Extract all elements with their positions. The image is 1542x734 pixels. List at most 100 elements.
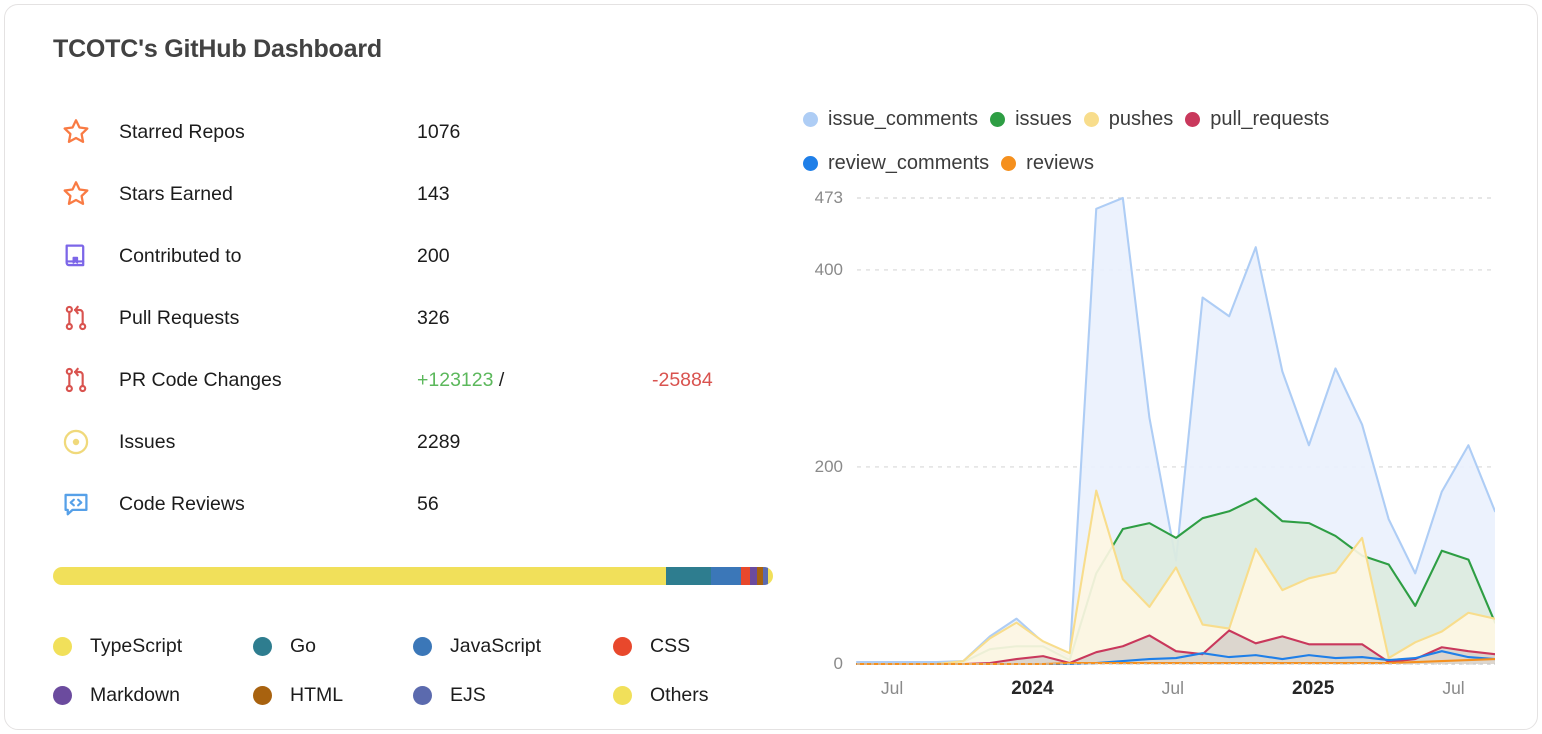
chart-legend-item: review_comments — [803, 141, 1001, 185]
x-axis-tick-label: 2025 — [1292, 678, 1335, 699]
x-axis-tick-label: Jul — [1442, 678, 1465, 698]
language-legend: TypeScript Go JavaScript CSS Markdown HTML EJS… — [53, 631, 783, 710]
stat-label: PR Code Changes — [119, 368, 282, 391]
stat-label: Starred Repos — [119, 120, 245, 143]
language-color-dot — [53, 685, 72, 705]
language-legend-item: TypeScript — [53, 631, 253, 661]
series-color-dot — [1083, 111, 1099, 127]
additions-value: +123123 — [417, 368, 494, 391]
series-name: issue_comments — [828, 107, 979, 130]
page-title: TCOTC's GitHub Dashboard — [53, 35, 382, 63]
language-bar-segment — [762, 567, 769, 585]
series-color-dot — [1001, 155, 1017, 171]
language-bar — [53, 567, 773, 585]
stat-value: +123123 / -25884 — [417, 368, 713, 392]
series-name: review_comments — [828, 151, 990, 174]
language-legend-item: Go — [253, 631, 413, 661]
x-axis-tick-label: Jul — [880, 678, 904, 698]
language-bar-segment — [768, 567, 773, 585]
stat-value: 326 — [417, 306, 450, 329]
language-bar-segment — [756, 567, 763, 585]
stat-row: Code Reviews 56 — [53, 473, 773, 535]
language-legend-item: HTML — [253, 680, 413, 710]
star-icon — [59, 115, 93, 149]
language-bar-segment — [741, 567, 751, 585]
series-color-dot — [1185, 111, 1201, 127]
stat-row: Pull Requests 326 — [53, 287, 773, 349]
language-color-dot — [413, 636, 432, 656]
chart-legend-item: pull_requests — [1185, 97, 1341, 141]
pull-request-icon — [59, 301, 93, 335]
series-color-dot — [803, 155, 818, 171]
x-axis-tick-label: 2024 — [1011, 678, 1054, 699]
language-name: CSS — [650, 634, 691, 657]
language-color-dot — [613, 685, 632, 705]
issue-icon — [59, 425, 93, 459]
stat-row: Contributed to 200 — [53, 225, 773, 287]
stats-list: Starred Repos 1076 Stars Earned 143 Contribu… — [53, 101, 773, 535]
stat-label: Issues — [119, 430, 176, 453]
y-axis-labels: 473 400 200 0 — [795, 188, 1495, 690]
language-bar-segment — [711, 567, 742, 585]
series-name: pull_requests — [1210, 107, 1330, 130]
language-legend-item: Markdown — [53, 680, 253, 710]
language-color-dot — [253, 685, 272, 705]
series-area — [857, 630, 1495, 664]
language-name: HTML — [290, 683, 344, 706]
language-name: Others — [650, 683, 709, 706]
language-legend-item: CSS — [613, 631, 773, 661]
stat-label: Pull Requests — [119, 306, 240, 329]
stat-label: Code Reviews — [119, 492, 245, 515]
language-legend-item: Others — [613, 680, 773, 710]
chart-legend-item: pushes — [1083, 97, 1186, 141]
series-name: pushes — [1108, 107, 1174, 130]
code-review-icon — [59, 487, 93, 521]
chart-plot-area: 473 400 200 0 Jul 2024 Jul 2025 Jul — [795, 188, 1495, 699]
stat-row: PR Code Changes +123123 / -25884 — [53, 349, 773, 411]
language-name: Markdown — [90, 683, 180, 706]
chart-svg — [855, 196, 1495, 666]
chart-legend-item: issues — [990, 97, 1084, 141]
stat-value: 143 — [417, 182, 450, 205]
series-area — [857, 490, 1495, 664]
language-color-dot — [413, 685, 432, 705]
y-axis-tick-label: 473 — [814, 188, 843, 207]
language-name: EJS — [450, 683, 486, 706]
chart-legend-item: issue_comments — [803, 97, 990, 141]
stat-label: Contributed to — [119, 244, 242, 267]
star-icon — [59, 177, 93, 211]
stat-row: Starred Repos 1076 — [53, 101, 773, 163]
stat-row: Issues 2289 — [53, 411, 773, 473]
language-name: TypeScript — [90, 634, 183, 657]
stat-value: 200 — [417, 244, 450, 267]
stat-label: Stars Earned — [119, 182, 233, 205]
language-color-dot — [613, 636, 632, 656]
dashboard-card: TCOTC's GitHub Dashboard Starred Repos 10… — [4, 4, 1538, 730]
language-bar-segment — [665, 567, 712, 585]
series-color-dot — [803, 111, 818, 127]
language-color-dot — [253, 636, 272, 656]
language-legend-item: JavaScript — [413, 631, 613, 661]
stat-value: 1076 — [417, 120, 461, 143]
language-legend-item: EJS — [413, 680, 613, 710]
series-color-dot — [990, 111, 1006, 127]
chart-legend-item: reviews — [1001, 141, 1106, 185]
series-name: issues — [1015, 107, 1072, 130]
x-axis-tick-label: Jul — [1161, 678, 1184, 698]
x-axis-labels: Jul 2024 Jul 2025 Jul — [795, 678, 1495, 718]
y-axis-tick-label: 200 — [814, 456, 843, 476]
pull-request-icon — [59, 363, 93, 397]
language-color-dot — [53, 636, 72, 656]
language-name: Go — [290, 634, 317, 657]
y-axis-tick-label: 0 — [833, 654, 843, 673]
y-axis-tick-label: 400 — [814, 259, 843, 279]
language-name: JavaScript — [450, 634, 542, 657]
language-bar-segment — [53, 567, 666, 585]
repo-icon — [59, 239, 93, 273]
series-line — [855, 489, 1495, 666]
language-bar-segment — [750, 567, 757, 585]
stat-value: 2289 — [417, 430, 461, 453]
separator: / — [493, 368, 505, 391]
